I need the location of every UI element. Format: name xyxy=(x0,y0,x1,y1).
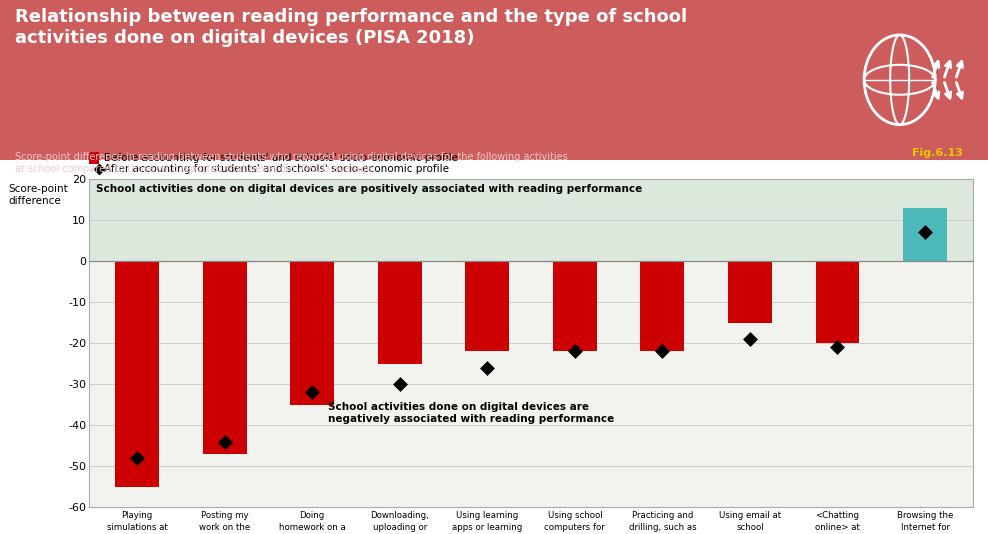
Text: After accounting for students' and schools' socio-economic profile: After accounting for students' and schoo… xyxy=(104,164,449,174)
Text: Score-point
difference: Score-point difference xyxy=(8,184,67,206)
Point xyxy=(216,437,232,446)
Text: Before accounting for students' and schools' socio-economic profile: Before accounting for students' and scho… xyxy=(104,153,457,163)
Point xyxy=(392,380,408,388)
Point xyxy=(917,228,933,237)
Text: Score-point difference in reading between students who reported using digital de: Score-point difference in reading betwee… xyxy=(15,152,567,174)
Bar xyxy=(728,261,772,323)
Text: School activities done on digital devices are
negatively associated with reading: School activities done on digital device… xyxy=(328,402,614,424)
Bar xyxy=(377,261,422,364)
Bar xyxy=(903,208,947,261)
Text: Fig.6.13: Fig.6.13 xyxy=(913,147,963,158)
Point xyxy=(654,347,670,356)
Text: Relationship between reading performance and the type of school
activities done : Relationship between reading performance… xyxy=(15,8,687,47)
Bar xyxy=(290,261,334,405)
Bar xyxy=(815,261,860,343)
Point xyxy=(567,347,583,356)
Bar xyxy=(203,261,247,454)
Bar xyxy=(553,261,597,351)
Bar xyxy=(89,152,99,164)
Bar xyxy=(465,261,509,351)
Text: School activities done on digital devices are positively associated with reading: School activities done on digital device… xyxy=(96,184,642,194)
Point xyxy=(304,388,320,397)
Bar xyxy=(89,179,973,261)
Point xyxy=(129,454,145,462)
Bar xyxy=(640,261,685,351)
Bar xyxy=(116,261,159,487)
Point xyxy=(742,335,758,343)
Point xyxy=(830,343,846,351)
Bar xyxy=(89,261,973,507)
Point xyxy=(479,364,495,372)
